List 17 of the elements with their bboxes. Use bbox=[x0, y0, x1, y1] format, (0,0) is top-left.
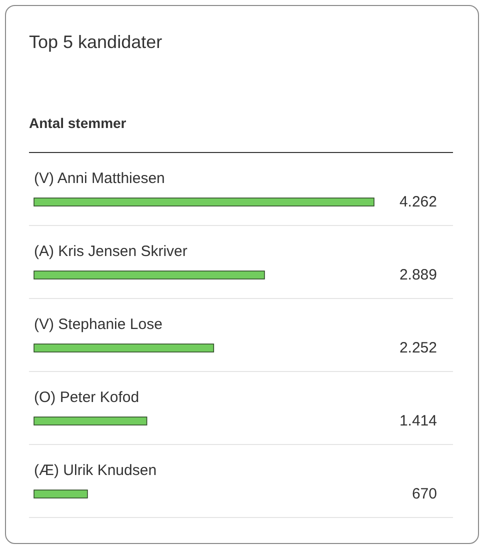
y-tick-label: (O) Peter Kofod bbox=[34, 389, 140, 406]
bar bbox=[34, 416, 148, 426]
y-tick-label: (V) Stephanie Lose bbox=[34, 316, 162, 333]
chart-title: Top 5 kandidater bbox=[29, 32, 162, 53]
x-axis-title: Antal stemmer bbox=[29, 115, 453, 153]
bar bbox=[34, 344, 214, 352]
data-label: 1.414 bbox=[399, 412, 437, 430]
y-tick-label: (V) Anni Matthiesen bbox=[34, 170, 165, 187]
data-label: 2.252 bbox=[399, 340, 437, 356]
y-tick-label: (A) Kris Jensen Skriver bbox=[34, 243, 188, 260]
bar bbox=[34, 198, 374, 206]
data-label: 670 bbox=[412, 486, 437, 502]
y-tick-label: (Æ) Ulrik Knudsen bbox=[34, 462, 157, 479]
data-label: 4.262 bbox=[399, 194, 437, 210]
data-label: 2.889 bbox=[399, 266, 437, 284]
bar bbox=[34, 490, 88, 498]
bar bbox=[34, 270, 265, 280]
